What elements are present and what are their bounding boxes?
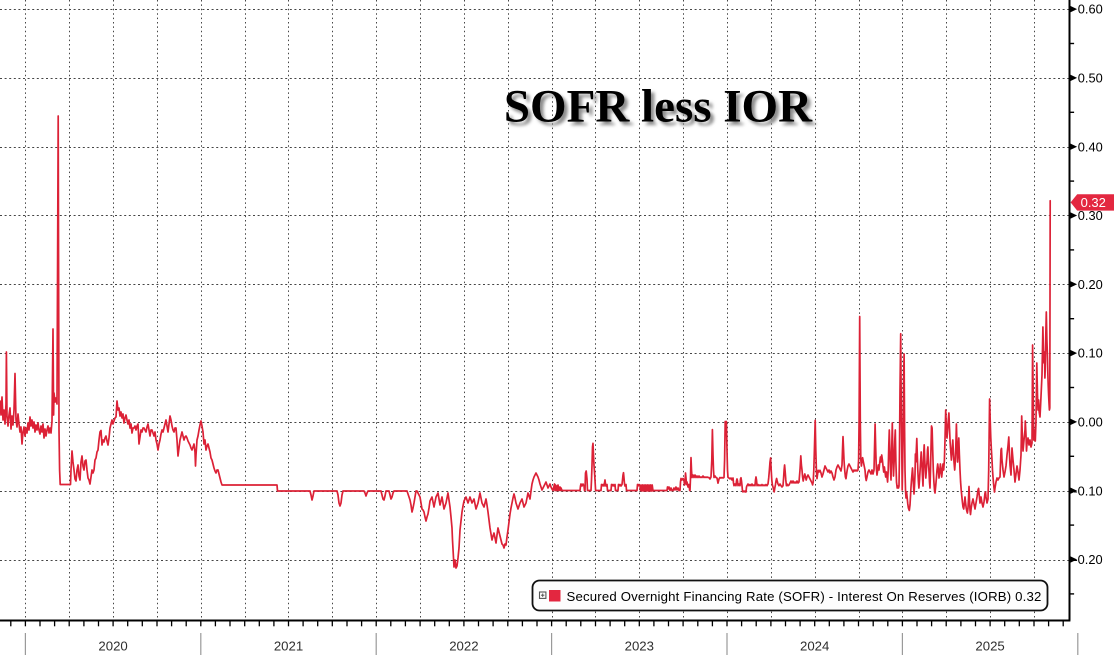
svg-text:0.40: 0.40	[1078, 139, 1103, 154]
svg-text:0.20: 0.20	[1078, 277, 1103, 292]
svg-text:0.32: 0.32	[1081, 195, 1106, 210]
svg-text:2025: 2025	[975, 639, 1004, 654]
svg-text:-0.20: -0.20	[1073, 552, 1102, 567]
svg-text:0.00: 0.00	[1078, 415, 1103, 430]
svg-text:2024: 2024	[800, 639, 829, 654]
svg-text:2020: 2020	[98, 639, 127, 654]
svg-text:0.10: 0.10	[1078, 346, 1103, 361]
svg-text:2023: 2023	[625, 639, 654, 654]
svg-text:2022: 2022	[449, 639, 478, 654]
svg-text:0.30: 0.30	[1078, 208, 1103, 223]
svg-text:0.60: 0.60	[1078, 2, 1103, 17]
svg-text:SOFR less IOR: SOFR less IOR	[504, 81, 813, 133]
svg-text:Secured Overnight Financing Ra: Secured Overnight Financing Rate (SOFR) …	[567, 589, 1042, 604]
svg-text:SOFR less IOR: SOFR less IOR	[507, 84, 816, 136]
svg-text:-0.10: -0.10	[1073, 483, 1102, 498]
svg-text:0.50: 0.50	[1078, 71, 1103, 86]
svg-text:2021: 2021	[274, 639, 303, 654]
